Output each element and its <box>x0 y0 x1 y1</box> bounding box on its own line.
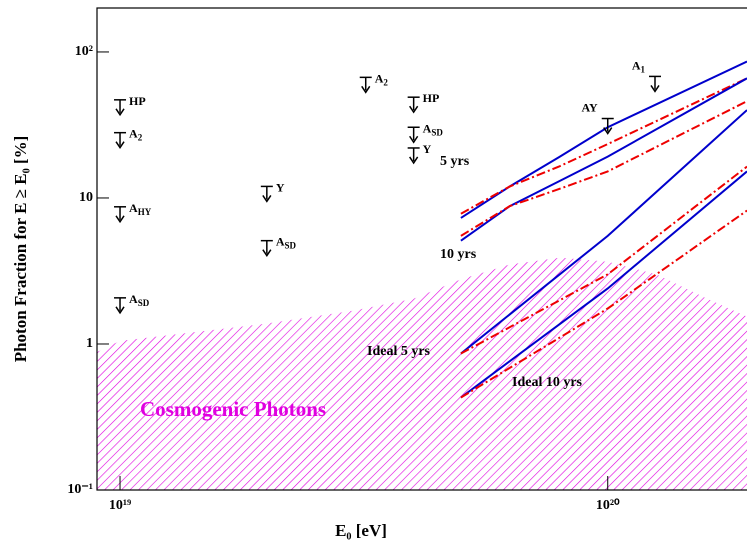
limit-label: AHY <box>129 201 152 217</box>
limit-label: Y <box>423 142 432 156</box>
limit-arrow <box>650 84 660 93</box>
upper-limit <box>114 297 127 315</box>
limit-label-main: A <box>129 292 138 306</box>
limit-label-main: A <box>632 58 641 72</box>
limit-arrow <box>361 85 371 94</box>
limit-arrow <box>409 105 419 114</box>
limit-arrow <box>115 215 125 224</box>
y-tick-label: 10 <box>79 190 93 205</box>
limit-label: AY <box>581 100 598 114</box>
limit-label-sub: SD <box>138 298 150 308</box>
limit-label: HP <box>423 91 440 105</box>
curve <box>460 100 747 237</box>
y-tick-label: 10⁻¹ <box>67 482 93 497</box>
limit-arrow <box>115 141 125 150</box>
plot-frame <box>96 7 747 491</box>
x-axis-title: E₀ [eV] <box>335 521 387 540</box>
limit-label: ASD <box>276 234 297 250</box>
cosmogenic-band <box>97 257 747 490</box>
upper-limit <box>114 206 127 224</box>
upper-limit <box>601 117 614 135</box>
limit-label-main: HP <box>423 91 440 105</box>
curve <box>460 209 747 399</box>
y-tick-label: 10² <box>75 44 93 59</box>
upper-limit <box>359 76 372 94</box>
band-label: Cosmogenic Photons <box>140 397 326 421</box>
limit-label-sub: 2 <box>383 77 388 87</box>
limit-label-main: A <box>129 201 138 215</box>
limit-label-sub: SD <box>431 127 443 137</box>
upper-limit <box>114 131 127 150</box>
curve-label: 10 yrs <box>440 247 477 262</box>
curve <box>460 109 747 355</box>
limit-label-sub: HY <box>138 207 152 217</box>
limit-label-sub: 2 <box>138 133 143 143</box>
upper-limit <box>407 147 420 165</box>
curve <box>460 77 747 242</box>
y-tick-label: 1 <box>86 336 93 351</box>
x-tick-label: 10¹⁹ <box>109 498 131 513</box>
limit-label-main: HP <box>129 94 146 108</box>
limit-label: A1 <box>632 58 646 74</box>
limit-label-sub: SD <box>285 241 297 251</box>
x-tick-label: 10²⁰ <box>596 498 620 513</box>
limit-arrow <box>262 194 272 203</box>
limit-label: A2 <box>375 71 389 87</box>
limit-label: ASD <box>129 292 150 308</box>
upper-limit <box>648 75 661 93</box>
limit-label-main: A <box>129 126 138 140</box>
curve <box>460 77 747 215</box>
curve <box>460 60 747 219</box>
curve-label: Ideal 5 yrs <box>367 344 431 359</box>
curve-label: Ideal 10 yrs <box>512 375 583 390</box>
limit-label: ASD <box>423 121 444 137</box>
limit-label-sub: 1 <box>640 64 645 74</box>
y-axis-title: Photon Fraction for E ≥ E₀ [%] <box>11 136 30 363</box>
curve <box>460 165 747 355</box>
limit-label: HP <box>129 94 146 108</box>
limit-arrow <box>409 156 419 165</box>
limit-label-main: Y <box>423 142 432 156</box>
plot-area <box>97 60 747 490</box>
upper-limit <box>114 99 127 117</box>
upper-limit <box>407 126 420 144</box>
limit-arrow <box>115 108 125 117</box>
upper-limit <box>407 96 420 114</box>
limit-label-main: A <box>375 71 384 85</box>
limit-arrow <box>262 249 272 258</box>
limit-label: Y <box>276 180 285 194</box>
limit-label-main: A <box>423 121 432 135</box>
limit-label: A2 <box>129 126 143 142</box>
limit-arrow <box>603 127 613 135</box>
limit-label-main: AY <box>581 100 598 114</box>
limit-arrow <box>115 306 125 315</box>
upper-limit <box>260 185 273 203</box>
limit-label-main: A <box>276 234 285 248</box>
limit-label-main: Y <box>276 180 285 194</box>
curve <box>460 170 747 399</box>
curve-label: 5 yrs <box>440 154 470 169</box>
upper-limit <box>260 239 273 258</box>
limit-arrow <box>409 135 419 144</box>
